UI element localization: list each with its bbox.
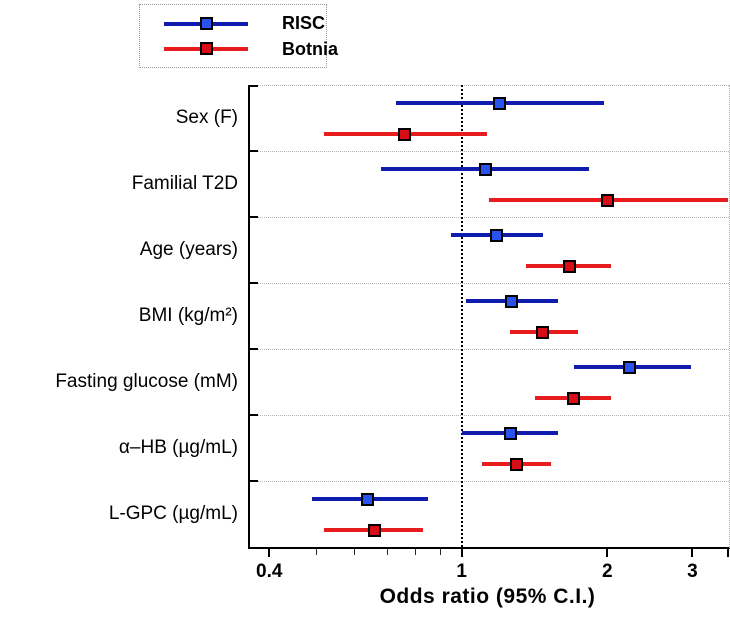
y-axis-tick	[250, 414, 258, 416]
or-marker-botnia	[562, 259, 576, 273]
row-separator	[250, 283, 729, 284]
row-separator	[250, 415, 729, 416]
row-separator	[250, 349, 729, 350]
x-axis-minor-tick	[386, 549, 388, 555]
y-axis-tick	[250, 150, 258, 152]
x-axis-major-tick	[691, 549, 694, 557]
category-label: BMI (kg/m²)	[138, 305, 238, 326]
legend: RISC Botnia	[139, 4, 338, 68]
y-axis-tick	[250, 282, 258, 284]
x-axis-title: Odds ratio (95% C.I.)	[379, 585, 596, 608]
or-marker-botnia	[397, 127, 411, 141]
legend-item-risc: RISC	[164, 14, 326, 32]
x-axis-tick-label: 3	[687, 561, 698, 582]
x-axis-minor-tick	[316, 549, 318, 555]
category-label: Age (years)	[139, 239, 238, 260]
reference-line-or1	[460, 85, 463, 547]
or-marker-risc	[493, 96, 507, 110]
or-marker-risc	[361, 492, 375, 506]
y-axis-tick	[250, 480, 258, 482]
x-axis-minor-tick	[414, 549, 416, 555]
row-separator	[250, 151, 729, 152]
or-marker-risc	[479, 162, 492, 176]
x-axis-major-tick	[460, 549, 463, 557]
row-separator	[250, 481, 729, 482]
botnia-line-swatch-icon	[164, 41, 248, 56]
x-axis-tick-label: 1	[456, 561, 467, 582]
legend-label-risc: RISC	[282, 13, 326, 34]
y-axis-tick	[250, 216, 258, 218]
x-axis-major-tick	[268, 549, 271, 557]
risc-line-swatch-icon	[164, 16, 248, 31]
x-axis-minor-tick	[439, 549, 441, 555]
plot-area: 0.4 1 2 3	[248, 85, 730, 582]
category-label: L-GPC (µg/mL)	[108, 503, 238, 524]
or-marker-risc	[505, 294, 519, 308]
row-separator	[250, 85, 729, 86]
category-label: Familial T2D	[131, 173, 238, 194]
row-separator	[250, 217, 729, 218]
legend-label-botnia: Botnia	[282, 38, 338, 59]
x-axis-end-tick	[727, 549, 729, 557]
or-marker-botnia	[510, 457, 524, 471]
x-axis-tick-label: 2	[601, 561, 613, 582]
x-axis-tick-label: 0.4	[256, 561, 283, 582]
x-axis-major-tick	[606, 549, 609, 557]
x-axis-minor-tick	[354, 549, 356, 555]
or-marker-risc	[503, 426, 517, 440]
or-marker-risc	[622, 360, 636, 374]
y-axis-tick	[250, 348, 258, 350]
category-labels: Sex (F) Familial T2D Age (years) BMI (kg/m²…	[0, 85, 238, 547]
category-label: Sex (F)	[175, 107, 238, 128]
legend-item-botnia: Botnia	[164, 40, 338, 58]
or-marker-botnia	[367, 523, 381, 537]
category-label: α–HB (µg/mL)	[118, 437, 238, 458]
or-marker-risc	[489, 228, 503, 242]
or-marker-botnia	[536, 325, 550, 339]
or-marker-botnia	[566, 391, 580, 405]
or-marker-botnia	[600, 193, 614, 207]
category-label: Fasting glucose (mM)	[55, 371, 238, 392]
y-axis-tick	[250, 85, 258, 87]
